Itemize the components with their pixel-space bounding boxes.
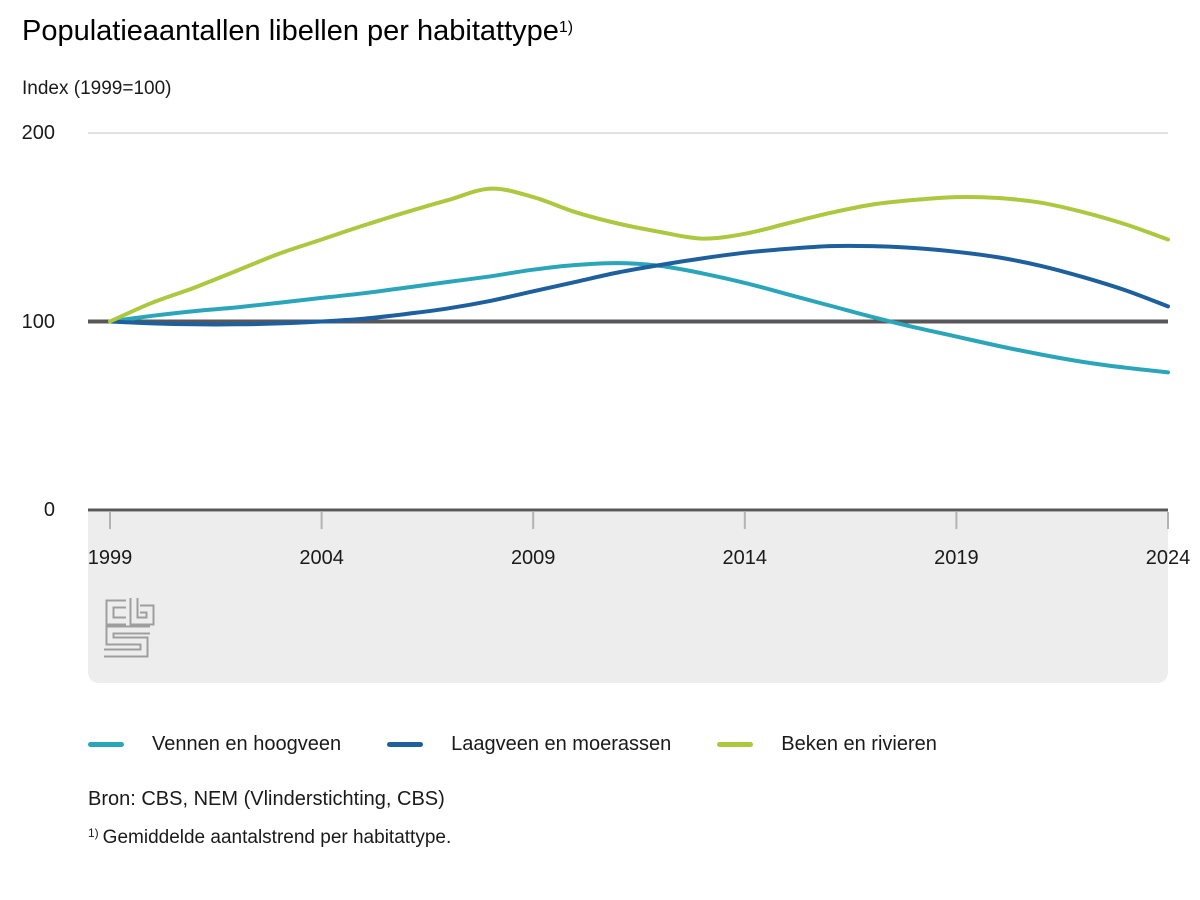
axis-unit-label: Index (1999=100) [22,78,172,99]
footnote-text: Gemiddelde aantalstrend per habitattype. [102,827,452,848]
source-note: Bron: CBS, NEM (Vlinderstichting, CBS) [88,788,445,810]
x-tick-label: 2019 [934,547,979,569]
series-line-beken-en-rivieren [108,186,1170,324]
legend-item-beken-en-rivieren: Beken en rivieren [717,733,937,756]
title-footnote-marker: 1) [558,19,574,37]
x-tick-label: 2009 [510,547,556,569]
legend-label: Vennen en hoogveen [152,733,342,755]
x-axis-ticks [109,512,1169,529]
footnote: 1) Gemiddelde aantalstrend per habitattyp… [88,826,452,849]
cbs-logo [104,598,155,658]
page-title-text: Populatieaantallen libellen per habitatt… [22,15,559,47]
x-tick-label: 1999 [87,547,133,569]
chart-footer-band [88,512,1168,683]
legend-label: Laagveen en moerassen [451,733,672,755]
series-lines [108,186,1170,375]
y-tick-label: 200 [21,122,55,144]
x-tick-label: 2004 [299,547,344,569]
y-tick-label: 0 [43,499,55,521]
series-line-laagveen-en-moerassen [108,243,1170,327]
legend-label: Beken en rivieren [781,733,937,755]
legend: Vennen en hoogveen Laagveen en moerassen… [88,733,937,756]
legend-item-vennen-en-hoogveen: Vennen en hoogveen [88,733,341,756]
legend-swatch-icon [717,742,754,747]
x-tick-label: 2024 [1145,547,1191,569]
footnote-marker: 1) [88,826,99,840]
y-tick-label: 100 [21,310,55,333]
series-line-vennen-en-hoogveen [108,261,1170,375]
page-title: Populatieaantallen libellen per habitatt… [22,14,573,53]
legend-swatch-icon [387,742,424,747]
legend-item-laagveen-en-moerassen: Laagveen en moerassen [387,733,671,756]
legend-swatch-icon [88,742,124,747]
x-tick-label: 2014 [722,547,768,569]
